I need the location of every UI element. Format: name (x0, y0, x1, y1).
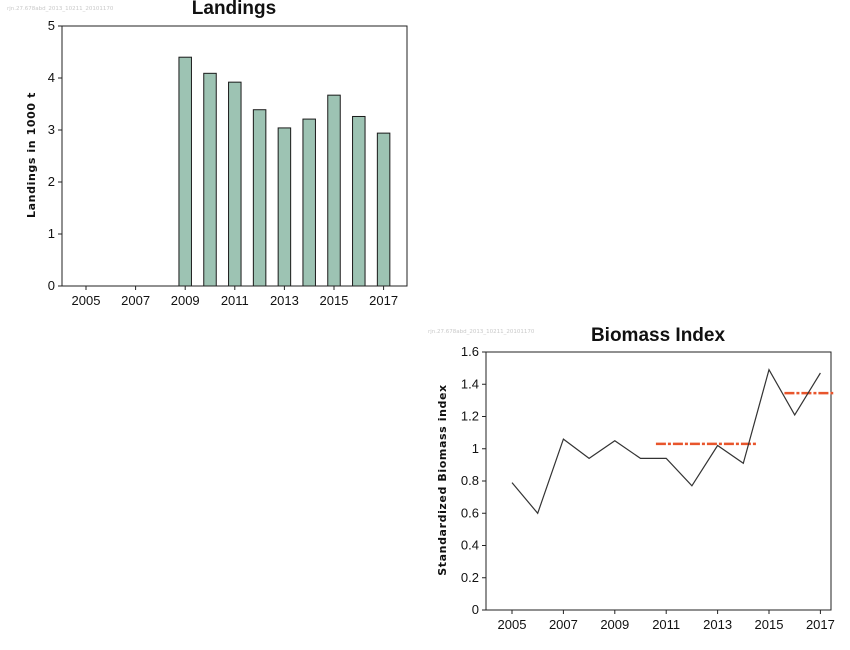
biomass-y-axis-label: Standardized Biomass index (436, 384, 449, 576)
biomass-x-ticks: 2005 2007 2009 2011 2013 2015 2017 (498, 610, 835, 632)
biomass-y-tick-label: 0 (472, 602, 479, 617)
biomass-y-tick-label: 1.6 (461, 344, 479, 359)
biomass-y-tick-label: 0.2 (461, 570, 479, 585)
landings-bar-2011 (228, 81, 242, 287)
landings-bar-2017 (376, 132, 391, 287)
biomass-y-tick-label: 0.8 (461, 473, 479, 488)
landings-x-tick-label: 2017 (369, 293, 398, 308)
landings-x-ticks: 2005 2007 2009 2011 2013 2015 2017 (72, 286, 398, 308)
landings-y-tick-label: 0 (48, 278, 55, 293)
landings-x-tick-label: 2007 (121, 293, 150, 308)
biomass-chart: rjn.27.678abd_2013_10211_20101170 Biomas… (428, 325, 835, 632)
landings-y-ticks: 0 1 2 3 4 5 (48, 18, 62, 293)
landings-bar-2013 (277, 127, 292, 287)
landings-y-tick-label: 3 (48, 122, 55, 137)
biomass-series-line-1 (511, 368, 821, 515)
landings-title: Landings (192, 0, 276, 19)
landings-y-tick-label: 1 (48, 226, 55, 241)
biomass-x-tick-label: 2017 (806, 617, 835, 632)
biomass-plot-frame (485, 351, 832, 611)
landings-x-tick-label: 2009 (171, 293, 200, 308)
biomass-x-tick-label: 2015 (755, 617, 784, 632)
landings-watermark: rjn.27.678abd_2013_10211_20101170 (7, 6, 114, 12)
biomass-x-tick-label: 2011 (652, 617, 680, 632)
biomass-reference-lines (655, 391, 834, 446)
landings-bar-2015 (327, 94, 341, 287)
biomass-y-tick-label: 0.4 (461, 538, 479, 553)
biomass-y-tick-label: 0.6 (461, 505, 479, 520)
landings-bars (178, 56, 391, 287)
biomass-series (511, 368, 821, 515)
landings-bar-2014 (302, 118, 316, 287)
landings-x-tick-label: 2013 (270, 293, 299, 308)
landings-x-tick-label: 2011 (221, 293, 249, 308)
landings-bar-2009 (178, 56, 192, 287)
landings-x-tick-label: 2005 (72, 293, 101, 308)
landings-bar-2016 (352, 115, 366, 287)
biomass-title: Biomass Index (591, 325, 726, 346)
landings-y-tick-label: 2 (48, 174, 55, 189)
landings-x-tick-label: 2015 (320, 293, 349, 308)
biomass-watermark: rjn.27.678abd_2013_10211_20101170 (428, 329, 535, 335)
biomass-y-tick-label: 1.4 (461, 376, 479, 391)
landings-bar-2010 (203, 72, 217, 287)
biomass-x-tick-label: 2007 (549, 617, 578, 632)
landings-chart: rjn.27.678abd_2013_10211_20101170 Landin… (7, 0, 408, 308)
landings-y-axis-label: Landings in 1000 t (25, 92, 38, 218)
biomass-x-tick-label: 2013 (703, 617, 732, 632)
biomass-x-tick-label: 2009 (600, 617, 629, 632)
biomass-y-ticks: 0 0.2 0.4 0.6 0.8 1 1.2 1.4 1.6 (461, 344, 486, 617)
biomass-y-tick-label: 1.2 (461, 409, 479, 424)
biomass-x-tick-label: 2005 (498, 617, 527, 632)
landings-y-tick-label: 4 (48, 70, 55, 85)
biomass-y-tick-label: 1 (472, 441, 479, 456)
landings-bar-2012 (252, 109, 267, 287)
landings-y-tick-label: 5 (48, 18, 55, 33)
